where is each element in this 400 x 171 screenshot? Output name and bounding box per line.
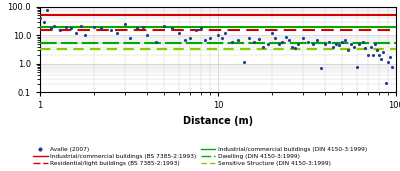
Point (386, 55, 393, 58)
Point (365, 54, 372, 57)
Point (114, 32, 120, 34)
Point (68, 27, 74, 29)
Point (153, 40, 160, 43)
Point (389, 65, 395, 68)
Point (272, 37, 278, 40)
Point (310, 43, 316, 45)
Point (383, 81, 389, 84)
Point (345, 49, 352, 52)
Point (182, 38, 188, 41)
Point (370, 54, 376, 57)
Point (48, 27, 54, 29)
Point (161, 24, 168, 27)
Point (292, 47, 298, 50)
Point (276, 43, 282, 45)
Point (356, 43, 362, 45)
Point (348, 43, 354, 45)
Point (202, 38, 209, 41)
Point (51, 24, 57, 27)
Point (378, 57, 384, 60)
Point (63, 25, 69, 28)
Legend: Avalle (2007), Industrial/commercial buildings (BS 7385-2:1993), Residential/lig: Avalle (2007), Industrial/commercial bui… (31, 145, 369, 168)
Point (207, 37, 213, 40)
Point (368, 45, 374, 48)
Point (333, 43, 339, 45)
Point (256, 37, 262, 40)
Point (351, 45, 357, 48)
Point (40, 20, 47, 23)
Point (322, 43, 328, 45)
Point (198, 27, 204, 29)
Point (246, 37, 252, 40)
Point (134, 27, 140, 29)
Point (264, 43, 271, 45)
Point (372, 43, 378, 45)
Point (279, 40, 286, 43)
Point (314, 38, 320, 41)
Point (251, 40, 258, 43)
Point (326, 40, 332, 43)
Point (57, 29, 64, 32)
Point (235, 38, 242, 41)
Point (286, 38, 292, 41)
Point (282, 35, 289, 38)
Point (127, 37, 133, 40)
Point (241, 60, 247, 63)
Point (192, 29, 199, 32)
Point (222, 32, 228, 34)
Point (385, 60, 391, 63)
Point (73, 32, 80, 34)
Point (78, 24, 84, 27)
Point (260, 45, 267, 48)
Point (122, 23, 128, 25)
Point (108, 29, 114, 32)
Point (360, 40, 366, 43)
Point (339, 40, 346, 43)
Point (342, 38, 349, 41)
Point (82, 34, 89, 37)
Point (318, 67, 324, 70)
Point (380, 51, 387, 54)
X-axis label: Distance (m): Distance (m) (183, 116, 253, 126)
Y-axis label: PPV (mm/s): PPV (mm/s) (0, 24, 2, 76)
Point (294, 43, 301, 45)
Point (329, 45, 336, 48)
Point (90, 25, 97, 28)
Point (187, 37, 194, 40)
Point (175, 32, 182, 34)
Point (362, 47, 368, 50)
Point (305, 40, 311, 43)
Point (229, 40, 235, 43)
Point (218, 37, 225, 40)
Point (374, 49, 380, 52)
Point (289, 45, 295, 48)
Point (300, 37, 306, 40)
Point (215, 34, 221, 37)
Point (98, 27, 104, 29)
Point (353, 65, 360, 68)
Point (37, 17, 43, 19)
Point (144, 34, 150, 37)
Point (336, 44, 342, 47)
Point (376, 54, 382, 57)
Point (140, 25, 146, 28)
Point (44, 8, 50, 11)
Point (268, 32, 275, 34)
Point (168, 27, 175, 29)
